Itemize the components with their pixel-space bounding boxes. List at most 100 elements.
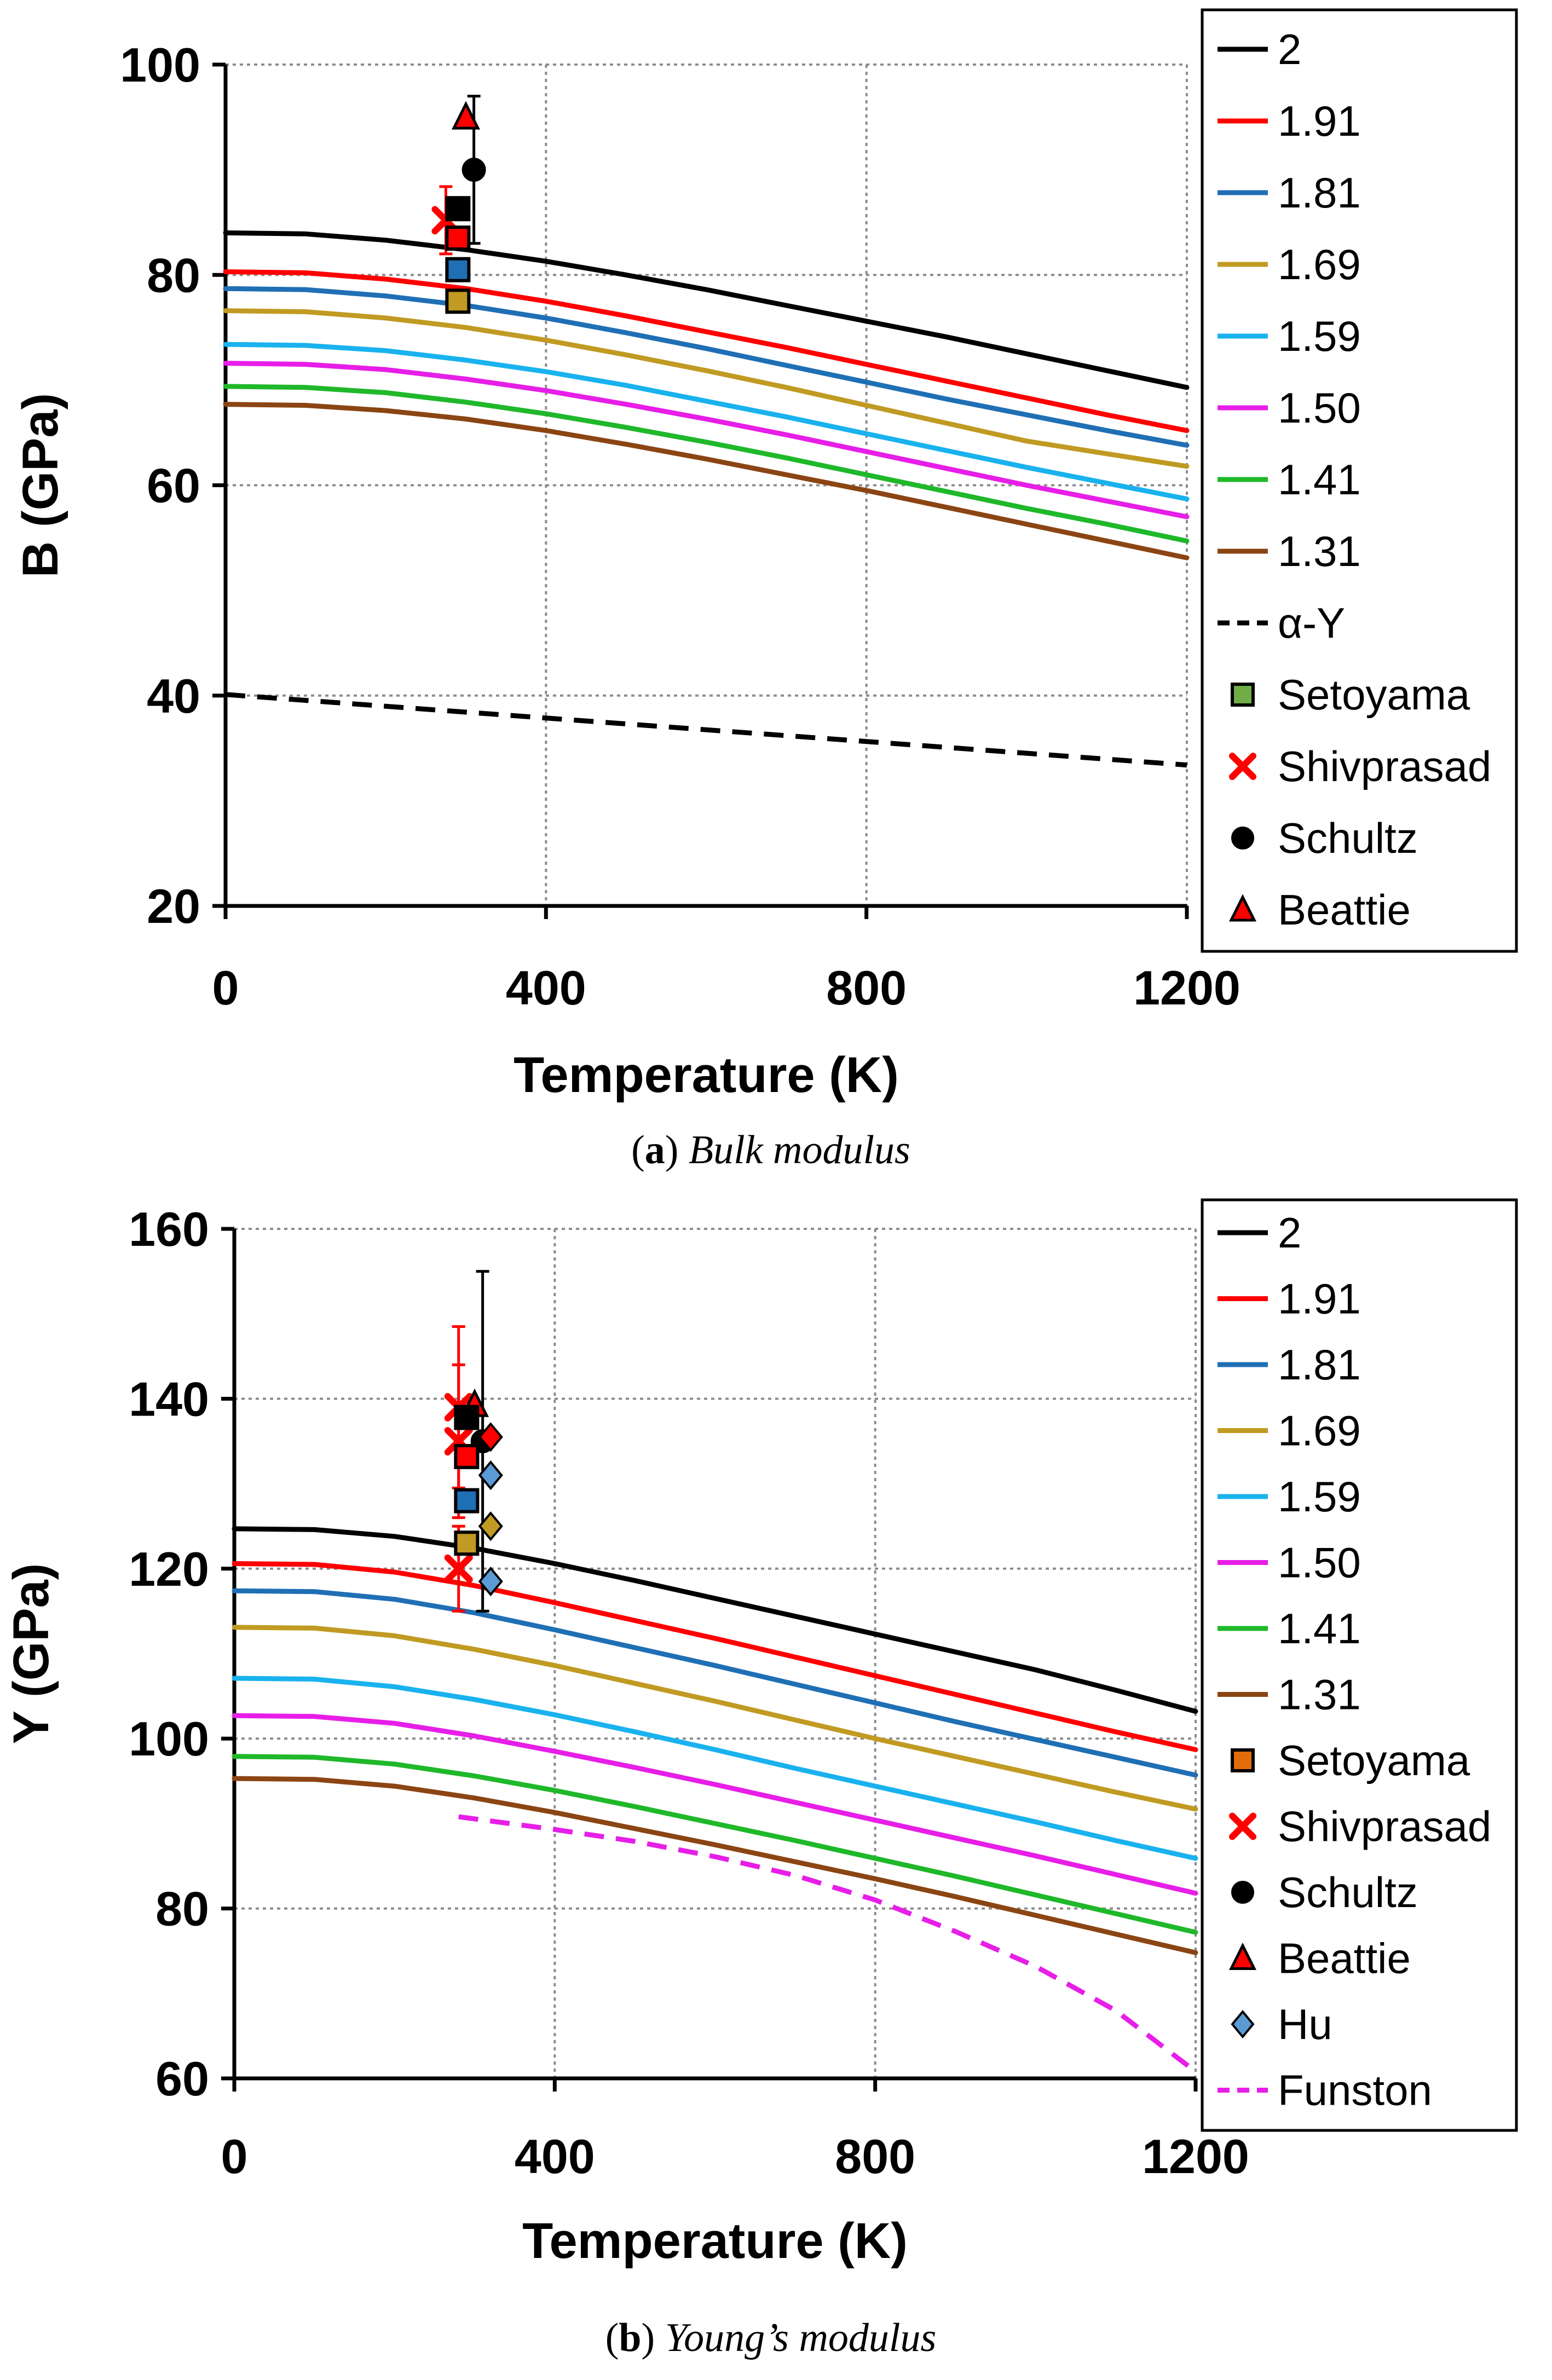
legend-label-1.81: 1.81: [1278, 169, 1361, 217]
legend-label-1.50: 1.50: [1278, 1539, 1361, 1587]
legend-swatch-Hu: [1231, 2009, 1255, 2039]
y-tick-label: 80: [147, 248, 200, 302]
x-tick-label: 800: [835, 2129, 915, 2183]
marker-Shivprasad-x: [444, 1554, 473, 1583]
legend-label-1.91: 1.91: [1278, 1275, 1361, 1323]
legend-label-Shivprasad: Shivprasad: [1278, 1803, 1491, 1851]
legend-swatch-Schultz: [1231, 1881, 1254, 1904]
marker-unlabeled-square: [445, 226, 471, 251]
legend-swatch-Beattie: [1228, 1942, 1257, 1970]
caption-suffix: ): [665, 1128, 689, 1172]
caption-letter: a: [645, 1128, 665, 1172]
series-lines: [223, 230, 1190, 768]
legend-label-Schultz: Schultz: [1278, 814, 1418, 862]
legend-label-1.91: 1.91: [1278, 97, 1361, 145]
caption-prefix: (: [605, 2315, 619, 2360]
x-tick-label: 1200: [1133, 961, 1241, 1015]
marker-unlabeled-square: [445, 196, 471, 222]
y-tick-label: 20: [147, 879, 200, 933]
marker-unlabeled-square: [445, 257, 471, 282]
data-markers: [431, 95, 486, 314]
legend-label-1.81: 1.81: [1278, 1341, 1361, 1389]
legend: 2 1.91 1.81 1.69 1.59 1.50 1.41 1.31 α-Y Setoyama…: [1201, 8, 1518, 953]
legend-swatch-Setoyama: [1231, 1748, 1255, 1772]
x-tick-label: 800: [826, 961, 907, 1015]
series-line-1.81: [232, 1588, 1198, 1778]
series-line-1.41: [232, 1754, 1198, 1935]
y-tick-label: 120: [129, 1542, 209, 1596]
legend-box: [1201, 1198, 1518, 2132]
legend-swatch-Shivprasad: [1229, 753, 1256, 780]
caption-prefix: (: [631, 1128, 645, 1172]
marker-unlabeled-diamond: [478, 1511, 503, 1541]
figure-caption: (b) Young’s modulus: [605, 2315, 937, 2360]
legend-label-Beattie: Beattie: [1278, 886, 1411, 934]
legend-label-1.50: 1.50: [1278, 384, 1361, 432]
legend-label-1.31: 1.31: [1278, 527, 1361, 575]
data-markers: [444, 1270, 503, 1613]
y-tick-label: 60: [155, 2052, 209, 2106]
y-tick-label: 40: [147, 669, 200, 723]
series-line-1.69: [232, 1625, 1198, 1812]
x-tick-label: 1200: [1142, 2129, 1249, 2183]
x-tick-label: 400: [506, 961, 586, 1015]
series-line-1.41: [223, 384, 1190, 544]
marker-unlabeled-square: [454, 1443, 480, 1469]
legend-label-Schultz: Schultz: [1278, 1868, 1418, 1916]
legend-label-2: 2: [1278, 1209, 1301, 1257]
series-line-1.50: [223, 361, 1190, 519]
legend-label-1.41: 1.41: [1278, 1604, 1361, 1653]
marker-Schultz-circle: [461, 158, 486, 182]
series-line-Funston: [458, 1814, 1197, 2074]
chart-panel-a: 20 40 60 80 100 0 400 800 1200 Temperature (K) B (…: [13, 8, 1518, 1172]
marker-unlabeled-square: [454, 1530, 480, 1556]
marker-Hu-diamond: [478, 1566, 503, 1597]
series-line-1.91: [232, 1561, 1198, 1752]
legend-label-1.69: 1.69: [1278, 240, 1361, 288]
legend-label-Beattie: Beattie: [1278, 1934, 1411, 1983]
marker-Beattie-triangle: [451, 101, 481, 130]
marker-Hu-diamond: [478, 1460, 503, 1491]
series-line-1.69: [223, 308, 1190, 469]
marker-unlabeled-diamond: [478, 1422, 503, 1452]
legend-label-1.41: 1.41: [1278, 455, 1361, 504]
series-line-1.91: [223, 269, 1190, 434]
marker-unlabeled-square: [454, 1405, 480, 1430]
legend-label-1.59: 1.59: [1278, 1472, 1361, 1521]
caption-letter: b: [619, 2315, 641, 2360]
series-line-2: [232, 1526, 1198, 1714]
caption-text: Bulk modulus: [689, 1128, 910, 1172]
y-tick-label: 100: [120, 38, 200, 92]
series-line-1.59: [223, 342, 1190, 501]
series-line-1.50: [232, 1713, 1198, 1896]
y-tick-label: 80: [155, 1882, 209, 1936]
series-line-1.31: [223, 402, 1190, 561]
caption-suffix: ): [642, 2315, 665, 2360]
chart-panel-b: 60 80 100 120 140 160 0 400 800 1200 Temperature (…: [3, 1198, 1518, 2360]
legend-label-Setoyama: Setoyama: [1278, 671, 1470, 719]
y-tick-label: 140: [129, 1372, 209, 1426]
legend-label-Funston: Funston: [1278, 2066, 1432, 2115]
legend-label-1.31: 1.31: [1278, 1671, 1361, 1719]
legend-swatch-Shivprasad: [1229, 1812, 1256, 1840]
y-tick-label: 100: [129, 1712, 209, 1766]
legend-label-2: 2: [1278, 25, 1301, 73]
legend-label-Hu: Hu: [1278, 2000, 1332, 2048]
legend-label-1.69: 1.69: [1278, 1407, 1361, 1455]
series-line-2: [223, 230, 1190, 390]
legend-label-1.59: 1.59: [1278, 312, 1361, 360]
legend-label-α-Y: α-Y: [1278, 599, 1345, 647]
y-axis-title: B (GPa): [13, 393, 68, 577]
series-line-1.81: [223, 286, 1190, 448]
series-lines: [232, 1526, 1198, 2074]
legend: 2 1.91 1.81 1.69 1.59 1.50 1.41 1.31 Setoyama Shi…: [1201, 1198, 1518, 2132]
x-axis-title: Temperature (K): [522, 2213, 908, 2269]
legend-label-Shivprasad: Shivprasad: [1278, 742, 1491, 790]
y-axis-title: Y (GPa): [3, 1563, 59, 1744]
x-tick-label: 0: [212, 961, 239, 1015]
x-tick-label: 400: [515, 2129, 595, 2183]
x-axis-title: Temperature (K): [514, 1047, 899, 1103]
marker-unlabeled-square: [454, 1488, 480, 1514]
